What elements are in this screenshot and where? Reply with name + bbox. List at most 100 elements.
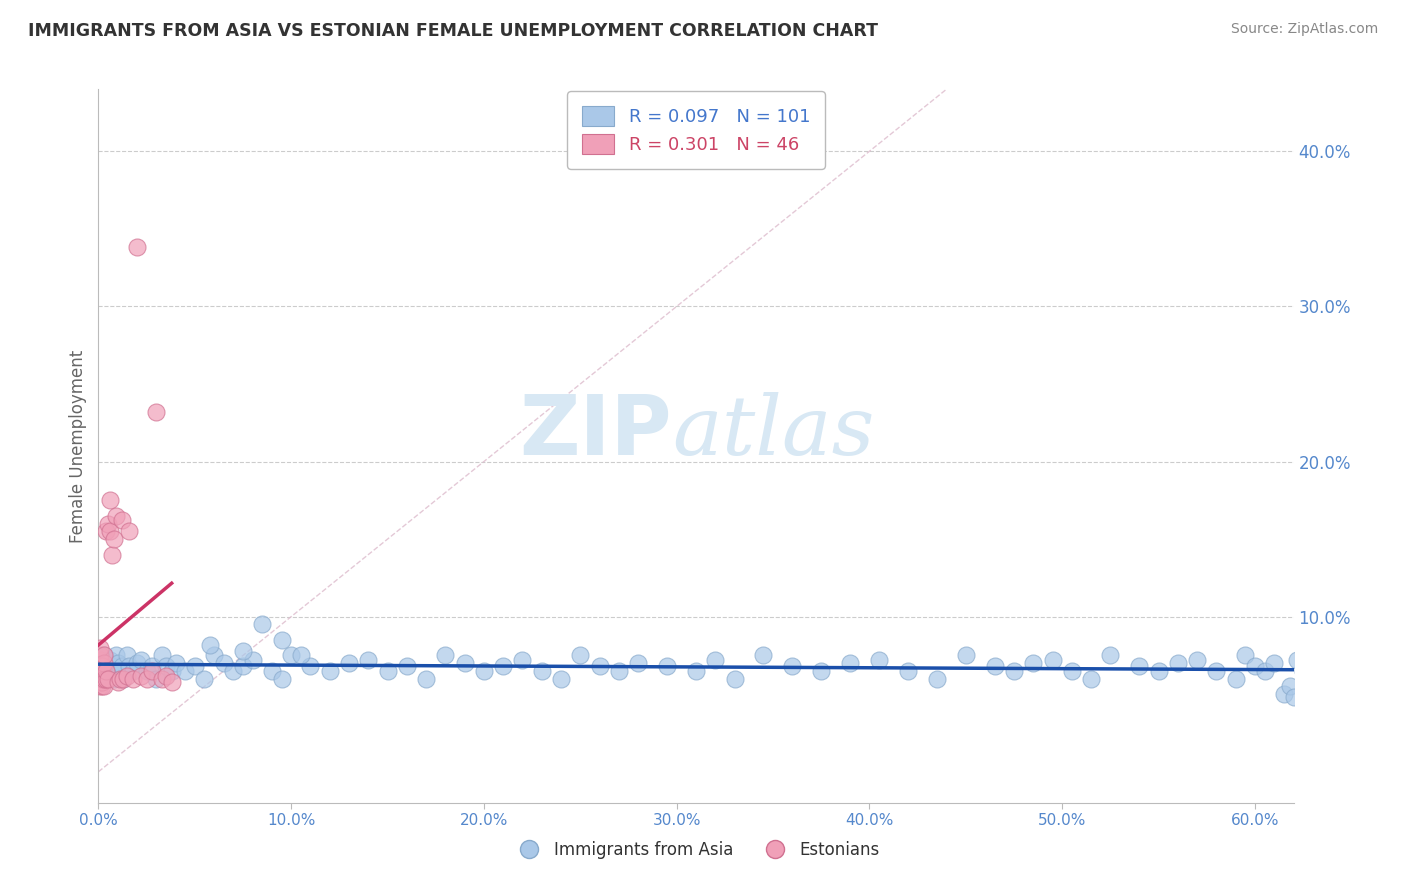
Point	[1147, 664, 1170, 678]
Point	[280, 648, 302, 663]
Point	[97, 516, 120, 531]
Point	[150, 648, 173, 663]
Point	[1292, 664, 1315, 678]
Point	[1272, 687, 1295, 701]
Point	[129, 668, 152, 682]
Point	[91, 664, 114, 678]
Point	[93, 656, 115, 670]
Point	[193, 672, 215, 686]
Point	[112, 672, 135, 686]
Point	[104, 648, 127, 663]
Point	[627, 656, 650, 670]
Point	[290, 648, 312, 663]
Point	[150, 672, 173, 686]
Point	[395, 659, 418, 673]
Point	[91, 659, 114, 673]
Point	[1042, 653, 1064, 667]
Point	[89, 664, 111, 678]
Point	[91, 672, 114, 686]
Point	[110, 513, 132, 527]
Point	[98, 653, 121, 667]
Point	[434, 648, 457, 663]
Point	[550, 672, 572, 686]
Point	[655, 659, 678, 673]
Point	[270, 672, 292, 686]
Point	[104, 508, 127, 523]
Point	[492, 659, 515, 673]
Point	[89, 648, 111, 663]
Point	[118, 524, 141, 539]
Point	[232, 644, 254, 658]
Point	[141, 664, 163, 678]
Point	[94, 672, 117, 686]
Point	[202, 648, 225, 663]
Point	[160, 664, 183, 678]
Point	[97, 672, 120, 686]
Point	[569, 648, 592, 663]
Point	[93, 648, 115, 663]
Point	[530, 664, 553, 678]
Point	[472, 664, 495, 678]
Point	[868, 653, 890, 667]
Point	[723, 672, 745, 686]
Point	[955, 648, 977, 663]
Point	[588, 659, 610, 673]
Point	[155, 659, 177, 673]
Point	[135, 672, 157, 686]
Point	[91, 664, 114, 678]
Point	[607, 664, 630, 678]
Point	[252, 617, 274, 632]
Point	[165, 656, 187, 670]
Text: ZIP: ZIP	[520, 392, 672, 472]
Point	[89, 680, 111, 694]
Point	[1234, 648, 1257, 663]
Point	[685, 664, 707, 678]
Point	[93, 672, 115, 686]
Point	[782, 659, 804, 673]
Point	[319, 664, 342, 678]
Point	[1286, 653, 1309, 667]
Point	[200, 638, 222, 652]
Point	[89, 659, 111, 673]
Point	[89, 668, 111, 682]
Point	[357, 653, 380, 667]
Text: atlas: atlas	[672, 392, 875, 472]
Point	[174, 664, 197, 678]
Point	[1167, 656, 1189, 670]
Point	[1253, 664, 1275, 678]
Point	[270, 632, 292, 647]
Text: IMMIGRANTS FROM ASIA VS ESTONIAN FEMALE UNEMPLOYMENT CORRELATION CHART: IMMIGRANTS FROM ASIA VS ESTONIAN FEMALE …	[28, 22, 879, 40]
Point	[415, 672, 437, 686]
Point	[145, 672, 167, 686]
Point	[129, 653, 152, 667]
Point	[1298, 672, 1320, 686]
Point	[453, 656, 475, 670]
Point	[897, 664, 920, 678]
Point	[184, 659, 207, 673]
Point	[242, 653, 264, 667]
Y-axis label: Female Unemployment: Female Unemployment	[69, 350, 87, 542]
Point	[135, 664, 157, 678]
Point	[1263, 656, 1285, 670]
Point	[108, 664, 131, 678]
Point	[94, 659, 117, 673]
Point	[89, 659, 111, 673]
Point	[141, 659, 163, 673]
Point	[145, 405, 167, 419]
Point	[101, 548, 124, 562]
Point	[377, 664, 399, 678]
Point	[98, 524, 121, 539]
Point	[1302, 648, 1324, 663]
Point	[1185, 653, 1208, 667]
Point	[91, 680, 114, 694]
Point	[155, 668, 177, 682]
Point	[94, 664, 117, 678]
Point	[89, 640, 111, 655]
Point	[1278, 680, 1301, 694]
Point	[117, 648, 139, 663]
Point	[107, 674, 129, 689]
Point	[118, 659, 141, 673]
Point	[925, 672, 948, 686]
Point	[299, 659, 322, 673]
Point	[93, 668, 115, 682]
